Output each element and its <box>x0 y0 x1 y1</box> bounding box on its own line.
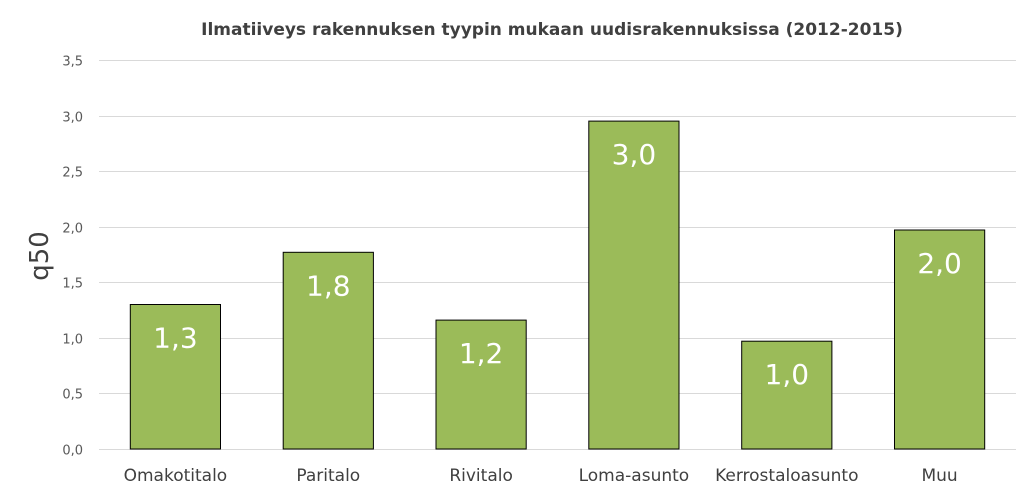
y-tick-label: 1,0 <box>62 333 83 348</box>
data-labels: 1,3 1,8 1,2 3,0 1,0 2,0 <box>153 138 962 391</box>
x-tick-label: Paritalo <box>296 466 360 486</box>
y-tick-label: 3,5 <box>62 55 83 70</box>
bar <box>741 340 833 450</box>
bar-data-label: 1,0 <box>765 358 810 391</box>
y-axis-label: q50 <box>25 231 55 281</box>
y-tick-label: 3,0 <box>62 111 83 126</box>
x-tick-label: Loma-asunto <box>579 466 690 486</box>
bar-data-label: 2,0 <box>917 247 962 280</box>
bar <box>894 229 986 450</box>
bar <box>282 251 374 450</box>
y-tick-label: 1,5 <box>62 277 83 292</box>
bar-data-label: 1,8 <box>306 269 351 302</box>
bars <box>129 120 986 450</box>
bar-data-label: 1,2 <box>459 337 504 370</box>
x-tick-label: Rivitalo <box>449 466 513 486</box>
bar-data-label: 1,3 <box>153 322 198 355</box>
bar <box>588 120 680 450</box>
y-tick-label: 2,5 <box>62 166 83 181</box>
bar <box>435 319 527 450</box>
y-axis-ticks: 0,0 0,5 1,0 1,5 2,0 2,5 3,0 3,5 <box>62 55 83 459</box>
x-tick-label: Kerrostaloasunto <box>715 466 858 486</box>
x-tick-label: Muu <box>921 466 957 486</box>
y-tick-label: 0,0 <box>62 444 83 459</box>
bar <box>129 304 221 450</box>
chart-title: Ilmatiiveys rakennuksen tyypin mukaan uu… <box>201 20 903 40</box>
y-tick-label: 2,0 <box>62 222 83 237</box>
y-tick-label: 0,5 <box>62 388 83 403</box>
x-axis-categories: Omakotitalo Paritalo Rivitalo Loma-asunto Ke… <box>124 466 958 486</box>
gridlines <box>99 60 1016 450</box>
x-tick-label: Omakotitalo <box>124 466 228 486</box>
bar-data-label: 3,0 <box>612 138 657 171</box>
